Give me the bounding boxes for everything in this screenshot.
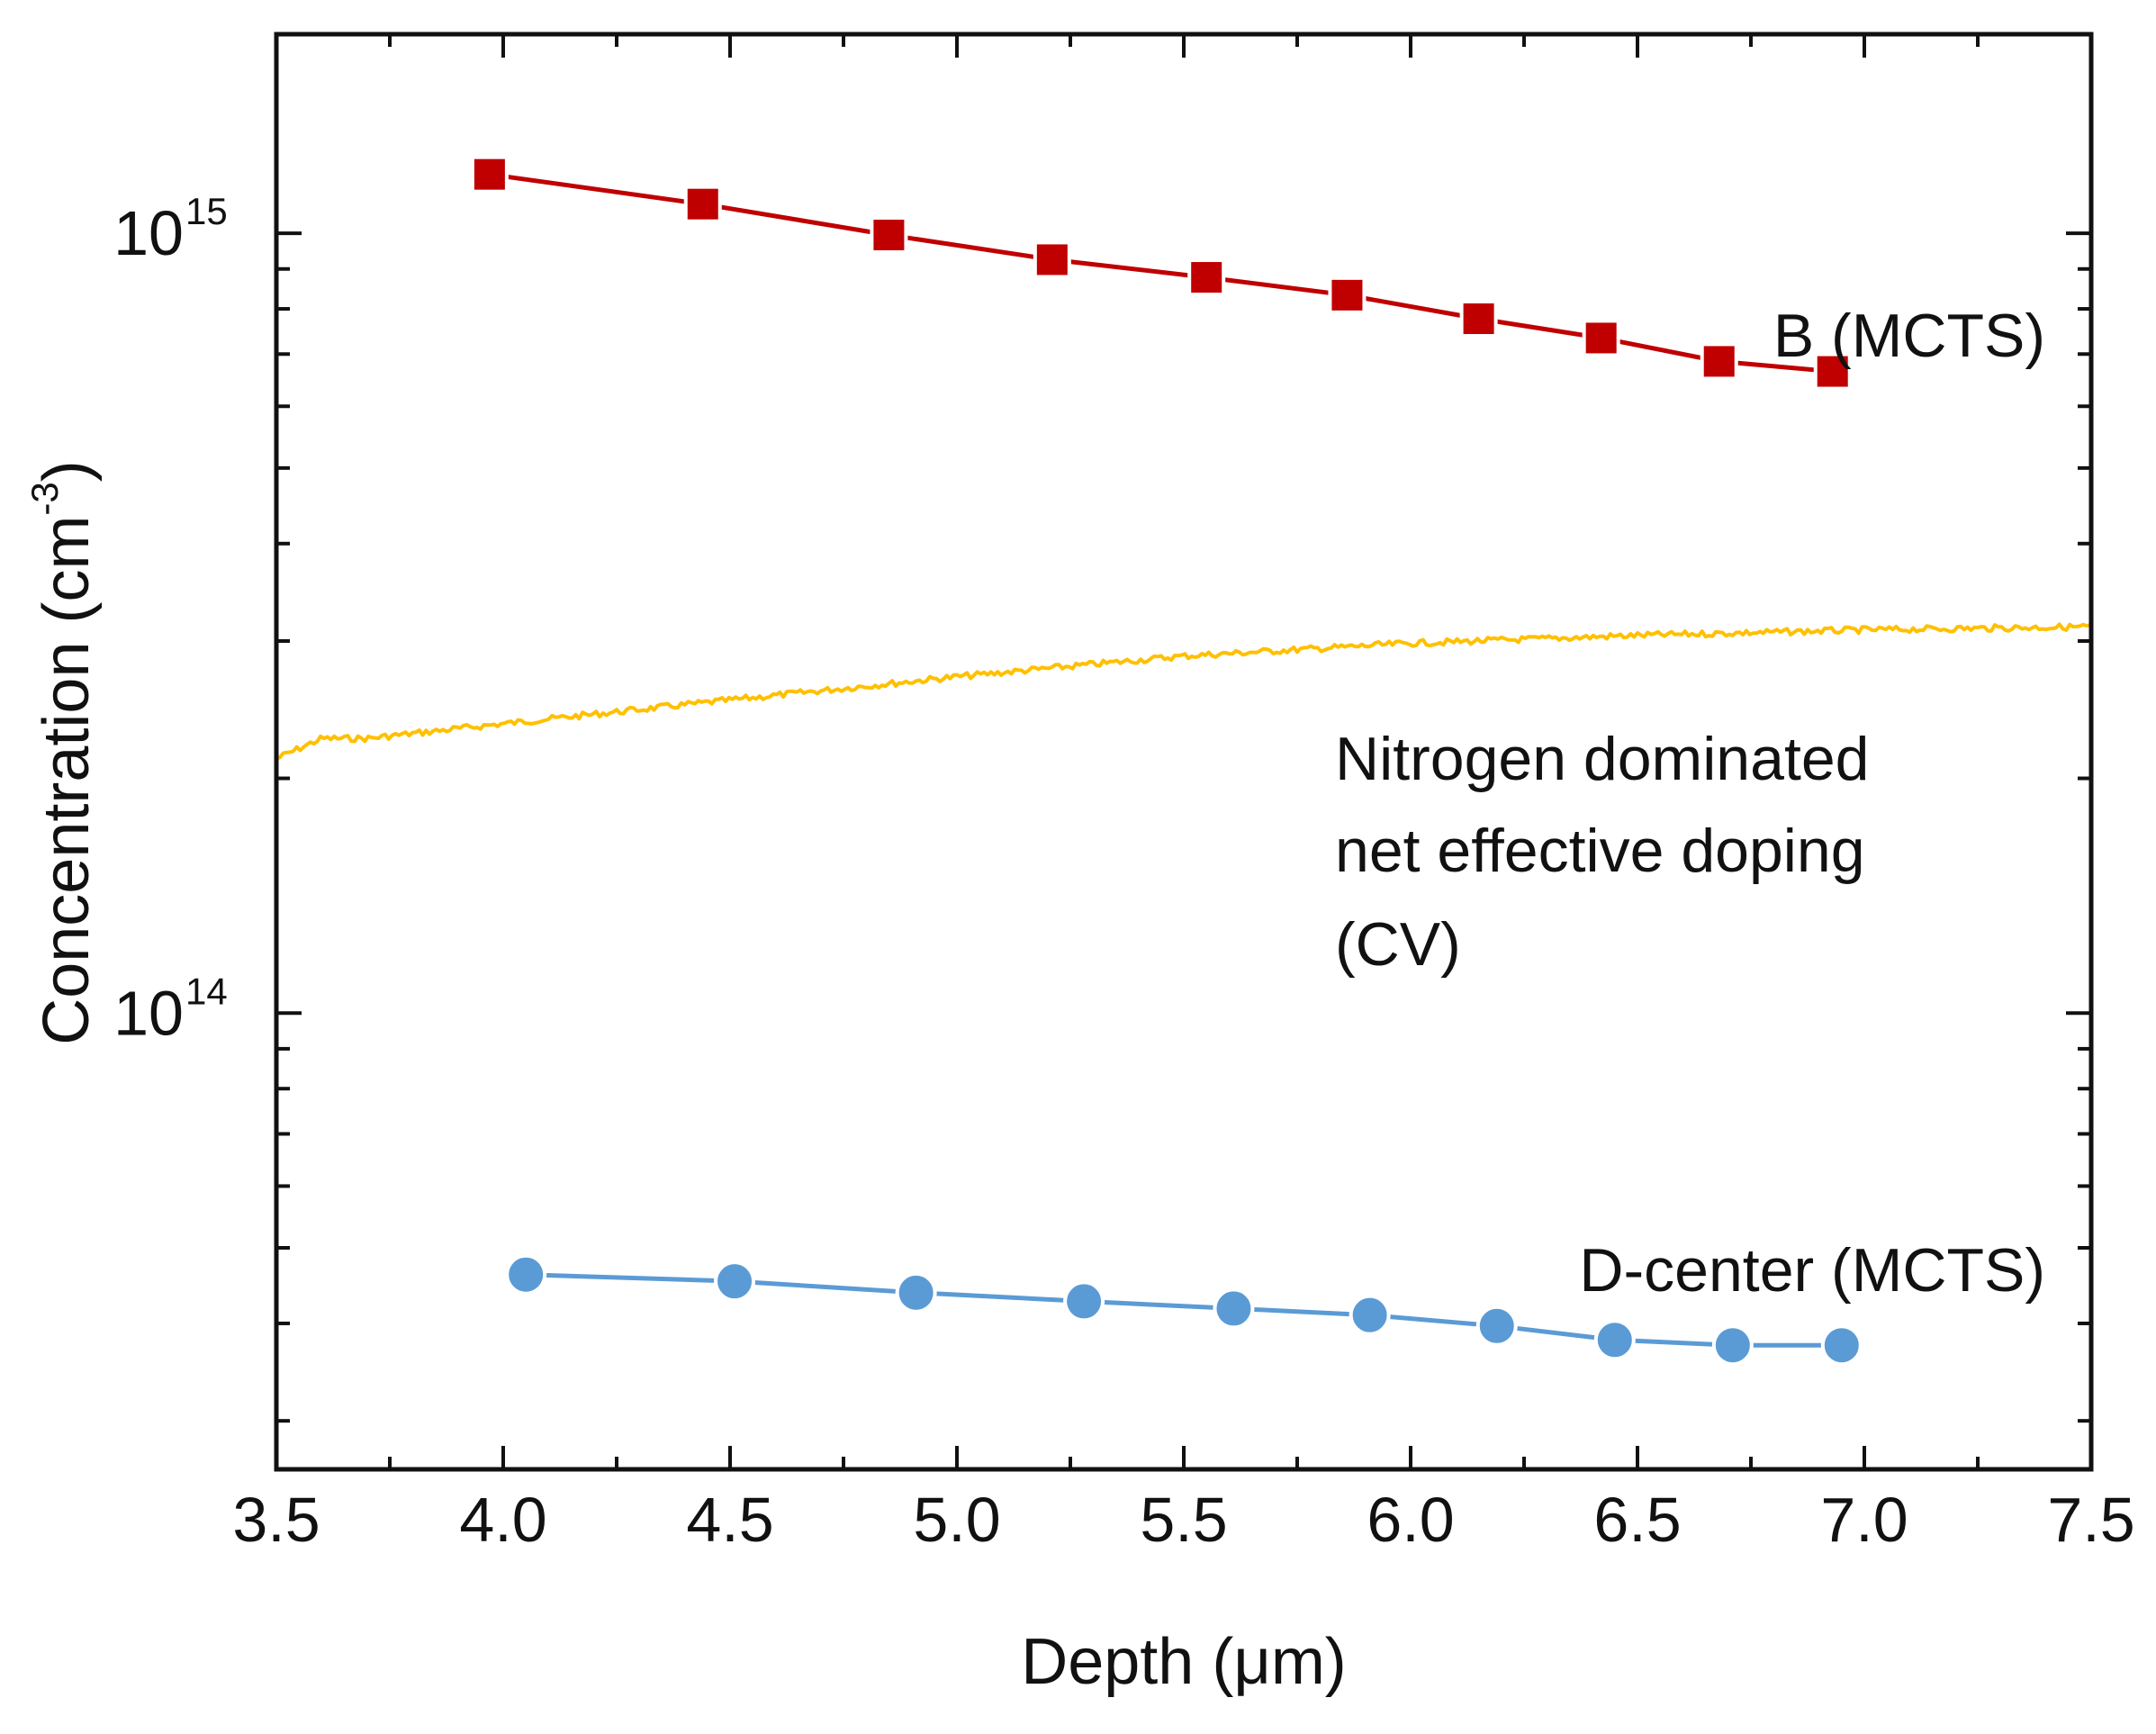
series-2 — [275, 622, 2091, 761]
y-axis-title-text: Concentration (cm — [31, 516, 103, 1045]
svg-text:Concentration (cm-3): Concentration (cm-3) — [23, 460, 103, 1045]
annotation-nitrogen-line-2: net effective doping — [1335, 817, 1865, 885]
x-axis-title: Depth (μm) — [1021, 1626, 1347, 1698]
data-point — [870, 215, 908, 254]
data-point — [1700, 342, 1738, 381]
data-point — [1820, 1324, 1863, 1367]
y-axis-title-sup: -3 — [23, 482, 66, 515]
data-point — [1349, 1294, 1391, 1336]
data-point — [1187, 258, 1226, 297]
data-point — [1213, 1287, 1255, 1330]
series-line — [526, 1272, 1842, 1348]
series-3 — [505, 1253, 1863, 1367]
series-layer — [275, 155, 2091, 1367]
data-point — [895, 1271, 937, 1314]
x-tick-label: 4.0 — [459, 1485, 546, 1555]
data-point — [1328, 275, 1367, 314]
data-point — [1813, 352, 1852, 391]
x-tick-label: 7.0 — [1820, 1485, 1908, 1555]
x-tick-label: 4.5 — [686, 1485, 773, 1555]
y-axis-title-close: ) — [31, 460, 103, 482]
x-tick-labels: 3.5 4.0 4.5 5.0 5.5 6.0 6.5 7.0 7.5 — [232, 1485, 2134, 1555]
data-point — [1459, 300, 1498, 339]
series-line — [489, 172, 1833, 375]
y-tick-label-exponent: 15 — [185, 190, 228, 232]
x-tick-label: 3.5 — [232, 1485, 320, 1555]
plot-frame — [274, 32, 2094, 1472]
annotation-nitrogen-line-3: (CV) — [1335, 910, 1461, 979]
data-point — [1593, 1319, 1636, 1361]
data-point — [505, 1253, 547, 1296]
x-tick-label: 6.0 — [1367, 1485, 1454, 1555]
series-1 — [470, 155, 1852, 391]
annotation-b-mcts: B (MCTS) — [1773, 302, 2045, 370]
data-point — [1475, 1305, 1518, 1347]
x-tick-label: 5.0 — [913, 1485, 1000, 1555]
y-tick-label-base: 10 — [113, 198, 184, 268]
data-point — [1582, 319, 1620, 357]
y-tick-label: 10 15 — [113, 190, 228, 268]
data-point — [1063, 1280, 1105, 1323]
data-point — [714, 1260, 756, 1303]
data-point — [1033, 240, 1071, 279]
y-tick-label-base: 10 — [113, 978, 184, 1048]
x-tick-label: 6.5 — [1593, 1485, 1681, 1555]
y-tick-label-exponent: 14 — [185, 970, 228, 1012]
y-axis-title: Concentration (cm-3) — [23, 460, 103, 1045]
y-tick-label: 10 14 — [113, 970, 228, 1048]
data-point — [1711, 1324, 1754, 1367]
annotation-nitrogen-line-1: Nitrogen dominated — [1335, 725, 1869, 793]
data-point — [683, 185, 722, 223]
x-tick-label: 7.5 — [2047, 1485, 2134, 1555]
data-point — [470, 155, 509, 194]
x-tick-label: 5.5 — [1140, 1485, 1227, 1555]
annotation-d-center-mcts: D-center (MCTS) — [1579, 1236, 2045, 1305]
series-line — [275, 622, 2091, 761]
